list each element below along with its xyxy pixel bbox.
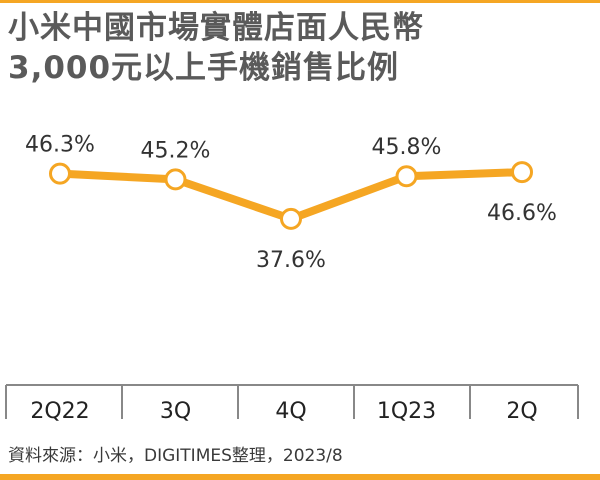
chart-title-line-2: 3,000元以上手機銷售比例 bbox=[8, 50, 400, 86]
x-tick-label-5: 2Q bbox=[506, 399, 537, 424]
data-label-5: 46.6% bbox=[487, 201, 557, 226]
data-label-1: 46.3% bbox=[25, 133, 95, 158]
source-note: 資料來源：小米，DIGITIMES整理，2023/8 bbox=[8, 446, 343, 466]
x-tick-label-4: 1Q23 bbox=[377, 399, 436, 424]
data-label-4: 45.8% bbox=[372, 135, 442, 160]
top-accent-rule bbox=[0, 0, 600, 3]
data-point-2 bbox=[164, 168, 187, 191]
chart-title: 小米中國市場實體店面人民幣 3,000元以上手機銷售比例 bbox=[8, 8, 598, 88]
x-tick-label-3: 4Q bbox=[275, 399, 306, 424]
data-point-5 bbox=[511, 161, 533, 184]
data-label-2: 45.2% bbox=[141, 138, 211, 163]
data-point-3 bbox=[280, 207, 302, 230]
data-point-4 bbox=[395, 165, 418, 188]
chart-title-line-1: 小米中國市場實體店面人民幣 bbox=[8, 10, 424, 46]
data-point-1 bbox=[49, 162, 71, 185]
x-tick-label-1: 2Q22 bbox=[30, 399, 89, 424]
x-tick-label-2: 3Q bbox=[160, 399, 191, 424]
bottom-accent-rule bbox=[0, 474, 600, 480]
data-label-3: 37.6% bbox=[256, 248, 326, 273]
